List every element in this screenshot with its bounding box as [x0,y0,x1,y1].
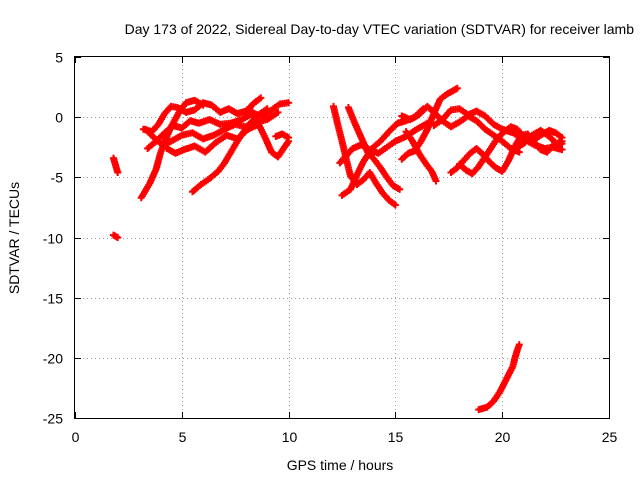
y-tick-label: -20 [43,351,63,367]
chart-title: Day 173 of 2022, Sidereal Day-to-day VTE… [125,21,635,37]
data-point [285,134,293,142]
y-axis-label: SDTVAR / TECUs [6,182,22,294]
series-track-10 [272,130,293,142]
series-track-04 [139,94,265,136]
data-point [114,169,122,177]
series-track-15 [398,84,461,163]
x-tick-label: 10 [282,429,298,445]
series-track-08 [188,105,271,196]
y-tick-label: -15 [43,291,63,307]
y-tick-label: -25 [43,411,63,427]
data-point [396,185,404,193]
x-axis-label: GPS time / hours [287,457,394,473]
x-tick-label: 5 [179,429,187,445]
series-track-02 [109,231,122,241]
data-point [558,134,566,142]
series-track-11 [329,102,399,209]
data-point [285,99,293,107]
series-track-01 [109,154,122,177]
series-track-06 [141,108,282,149]
series-track-16 [402,128,440,185]
data-point [515,341,523,349]
data-point [114,234,122,241]
data-point [274,108,282,116]
x-tick-label: 20 [495,429,511,445]
data-point [257,94,265,102]
data-point [432,177,440,185]
axis-ticks [75,57,610,419]
data-point [453,84,461,92]
x-tick-label: 0 [72,429,80,445]
y-axis-tick-labels: 5 0 -5 -10 -15 -20 -25 [43,50,63,427]
y-tick-label: -5 [51,170,64,186]
series-track-22 [475,341,523,414]
y-tick-label: 0 [55,110,63,126]
series-track-09 [248,107,293,161]
series-track-21 [511,126,566,152]
series-track-18 [430,105,566,154]
x-axis-tick-labels: 0 5 10 15 20 25 [72,429,618,445]
plot-frame [74,56,610,419]
grid [75,57,609,418]
data-points [109,84,566,414]
y-tick-label: 5 [55,50,63,66]
y-tick-label: -10 [43,231,63,247]
data-point [263,105,271,113]
x-tick-label: 25 [602,429,618,445]
data-point [391,201,399,209]
data-point [558,140,566,148]
x-tick-label: 15 [388,429,404,445]
data-point [558,146,566,154]
